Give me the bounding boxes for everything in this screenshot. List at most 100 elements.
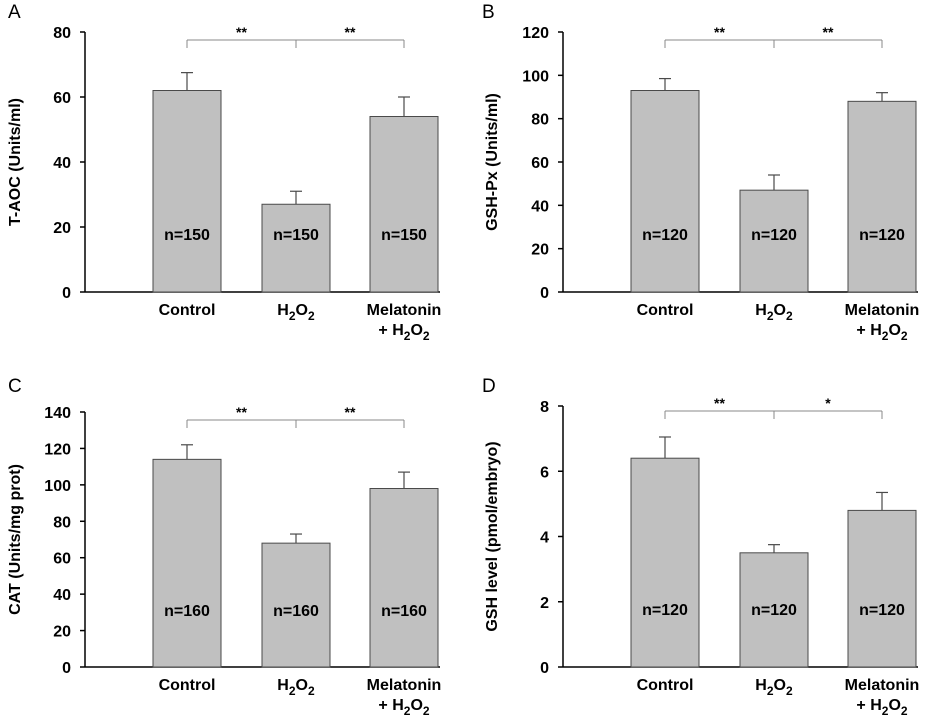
bar	[630, 90, 700, 293]
label-part: + H	[856, 322, 881, 339]
y-axis-label: GSH-Px (Units/ml)	[484, 93, 501, 231]
bar	[847, 509, 917, 668]
label-part: O	[410, 697, 422, 714]
bar	[847, 100, 917, 293]
y-tick-label: 60	[53, 551, 71, 568]
label-part: O	[296, 302, 308, 319]
y-tick-label: 120	[522, 25, 549, 42]
y-tick-label: 0	[62, 285, 71, 302]
y-tick-label: 2	[540, 595, 549, 612]
bar	[739, 552, 809, 668]
y-tick-label: 80	[53, 25, 71, 42]
panel-d: D GSH level (pmol/embryo) 0 2 4 6 8 n=120 n=120 n…	[482, 376, 919, 718]
n-label: n=120	[859, 602, 905, 619]
y-tick-label: 120	[44, 441, 71, 458]
label-part: H	[755, 302, 767, 319]
subscript: 2	[901, 704, 908, 718]
bar	[261, 203, 331, 293]
bar	[369, 488, 439, 668]
n-label: n=120	[642, 602, 688, 619]
bar	[369, 116, 439, 293]
x-tick-label: H2O2	[277, 677, 315, 698]
y-tick-label: 20	[53, 220, 71, 237]
x-tick-label: H2O2	[755, 677, 793, 698]
n-label: n=160	[164, 603, 210, 620]
panel-letter: C	[8, 376, 22, 397]
subscript: 2	[289, 684, 296, 698]
x-tick-label: Melatonin	[845, 302, 920, 319]
panel-c: C CAT (Units/mg prot) 0 20 40 60 80 100 120 140 n=…	[7, 376, 441, 718]
n-label: n=120	[751, 227, 797, 244]
x-tick-label: Control	[159, 302, 216, 319]
y-tick-label: 100	[44, 478, 71, 495]
significance-label: **	[714, 24, 725, 40]
n-label: n=160	[381, 603, 427, 620]
subscript: 2	[404, 329, 411, 343]
y-tick-label: 40	[53, 587, 71, 604]
label-part: O	[774, 302, 786, 319]
x-tick-label: Melatonin	[367, 302, 442, 319]
n-label: n=150	[381, 227, 427, 244]
y-tick-label: 0	[540, 660, 549, 677]
significance-label: **	[823, 24, 834, 40]
subscript: 2	[404, 704, 411, 718]
x-tick-label: Control	[637, 302, 694, 319]
n-label: n=150	[273, 227, 319, 244]
y-tick-label: 40	[53, 155, 71, 172]
y-axis-label: GSH level (pmol/embryo)	[484, 441, 501, 631]
significance-label: **	[236, 404, 247, 420]
y-tick-label: 20	[531, 242, 549, 259]
label-part: H	[755, 677, 767, 694]
label-part: O	[888, 697, 900, 714]
n-label: n=160	[273, 603, 319, 620]
subscript: 2	[882, 329, 889, 343]
significance-label: **	[714, 395, 725, 411]
y-tick-label: 40	[531, 198, 549, 215]
y-tick-label: 6	[540, 464, 549, 481]
n-label: n=120	[642, 227, 688, 244]
x-tick-label: + H2O2	[856, 322, 907, 343]
subscript: 2	[289, 309, 296, 323]
y-axis-label: T-AOC (Units/ml)	[7, 98, 24, 226]
label-part: H	[277, 302, 289, 319]
label-part: O	[296, 677, 308, 694]
subscript: 2	[423, 704, 430, 718]
significance-label: **	[345, 404, 356, 420]
y-tick-label: 0	[62, 660, 71, 677]
bar	[261, 542, 331, 668]
label-part: O	[888, 322, 900, 339]
x-tick-label: H2O2	[277, 302, 315, 323]
bar	[152, 458, 222, 668]
x-tick-label: + H2O2	[378, 697, 429, 718]
bar	[630, 457, 700, 668]
label-part: O	[774, 677, 786, 694]
panel-letter: A	[8, 2, 21, 23]
subscript: 2	[786, 684, 793, 698]
n-label: n=120	[859, 227, 905, 244]
x-tick-label: + H2O2	[378, 322, 429, 343]
label-part: + H	[378, 322, 403, 339]
panel-b: B GSH-Px (Units/ml) 0 20 40 60 80 100 120 n=120 n=…	[482, 2, 919, 343]
significance-label: *	[825, 395, 831, 411]
panel-letter: B	[482, 2, 495, 23]
y-tick-label: 0	[540, 285, 549, 302]
y-tick-label: 60	[531, 155, 549, 172]
x-tick-label: Melatonin	[845, 677, 920, 694]
x-tick-label: Control	[159, 677, 216, 694]
y-tick-label: 20	[53, 624, 71, 641]
bar	[152, 90, 222, 293]
label-part: + H	[856, 697, 881, 714]
significance-label: **	[236, 24, 247, 40]
subscript: 2	[882, 704, 889, 718]
y-tick-label: 8	[540, 399, 549, 416]
label-part: H	[277, 677, 289, 694]
subscript: 2	[767, 684, 774, 698]
y-tick-label: 100	[522, 68, 549, 85]
panel-a: A T-AOC (Units/ml) 0 20 40 60 80 n=150 n=150 n=15…	[7, 2, 441, 343]
x-tick-label: + H2O2	[856, 697, 907, 718]
x-tick-label: Melatonin	[367, 677, 442, 694]
subscript: 2	[423, 329, 430, 343]
x-tick-label: Control	[637, 677, 694, 694]
significance-label: **	[345, 24, 356, 40]
x-tick-label: H2O2	[755, 302, 793, 323]
